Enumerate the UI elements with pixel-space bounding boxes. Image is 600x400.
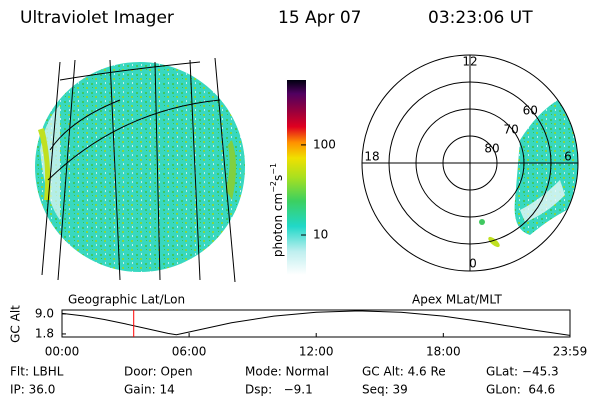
colorbar-label: photon cm−2s−1 [269, 163, 285, 257]
lat-lon-grid [41, 57, 236, 283]
status-field: IP: 36.0 [10, 383, 55, 397]
status-field: Dsp: −9.1 [245, 383, 313, 397]
status-field: Gain: 14 [124, 383, 175, 397]
altitude-line [62, 310, 570, 336]
polar-panel [361, 54, 579, 272]
lat-label: 70 [503, 122, 518, 136]
time: 03:23:06 UT [428, 8, 533, 28]
mlt-label: 12 [462, 55, 477, 69]
x-tick-label: 00:00 [45, 345, 80, 359]
geographic-image [35, 57, 245, 283]
y-axis-label: GC Alt [9, 305, 23, 343]
mlt-label: 0 [469, 257, 477, 271]
header: Ultraviolet Imager 15 Apr 07 03:23:06 UT [20, 8, 533, 28]
status-field: GLon: 64.6 [486, 383, 555, 397]
mlt-label: 18 [364, 150, 379, 164]
status-field: Door: Open [124, 365, 193, 379]
y-tick-label: 1.8 [35, 326, 54, 340]
title: Ultraviolet Imager [20, 8, 174, 28]
lat-label: 60 [523, 103, 538, 117]
status-field: GC Alt: 4.6 Re [362, 365, 446, 379]
status-field: Flt: LBHL [10, 365, 64, 379]
colorbar-tick-label: 10 [313, 228, 328, 242]
left-panel-label: Geographic Lat/Lon [68, 293, 185, 307]
polar-panel-label: Apex MLat/MLT [412, 293, 502, 307]
status-field: Mode: Normal [245, 365, 329, 379]
colorbar-tick-label: 100 [313, 137, 336, 151]
x-tick-label: 12:00 [299, 345, 334, 359]
y-tick-label: 9.0 [35, 306, 54, 320]
status-field: GLat: −45.3 [486, 365, 559, 379]
x-tick-label: 18:00 [426, 345, 461, 359]
colorbar-scale [287, 80, 306, 275]
limb-brightening [226, 140, 236, 200]
x-tick-label: 06:00 [172, 345, 207, 359]
limb-brightening [38, 128, 51, 200]
x-tick-label: 23:59 [553, 345, 588, 359]
status-field: Seq: 39 [362, 383, 408, 397]
colorbar: photon cm−2s−1 [269, 80, 306, 275]
lat-label: 80 [484, 141, 499, 155]
mlt-label: 6 [564, 150, 572, 164]
date: 15 Apr 07 [278, 8, 361, 28]
